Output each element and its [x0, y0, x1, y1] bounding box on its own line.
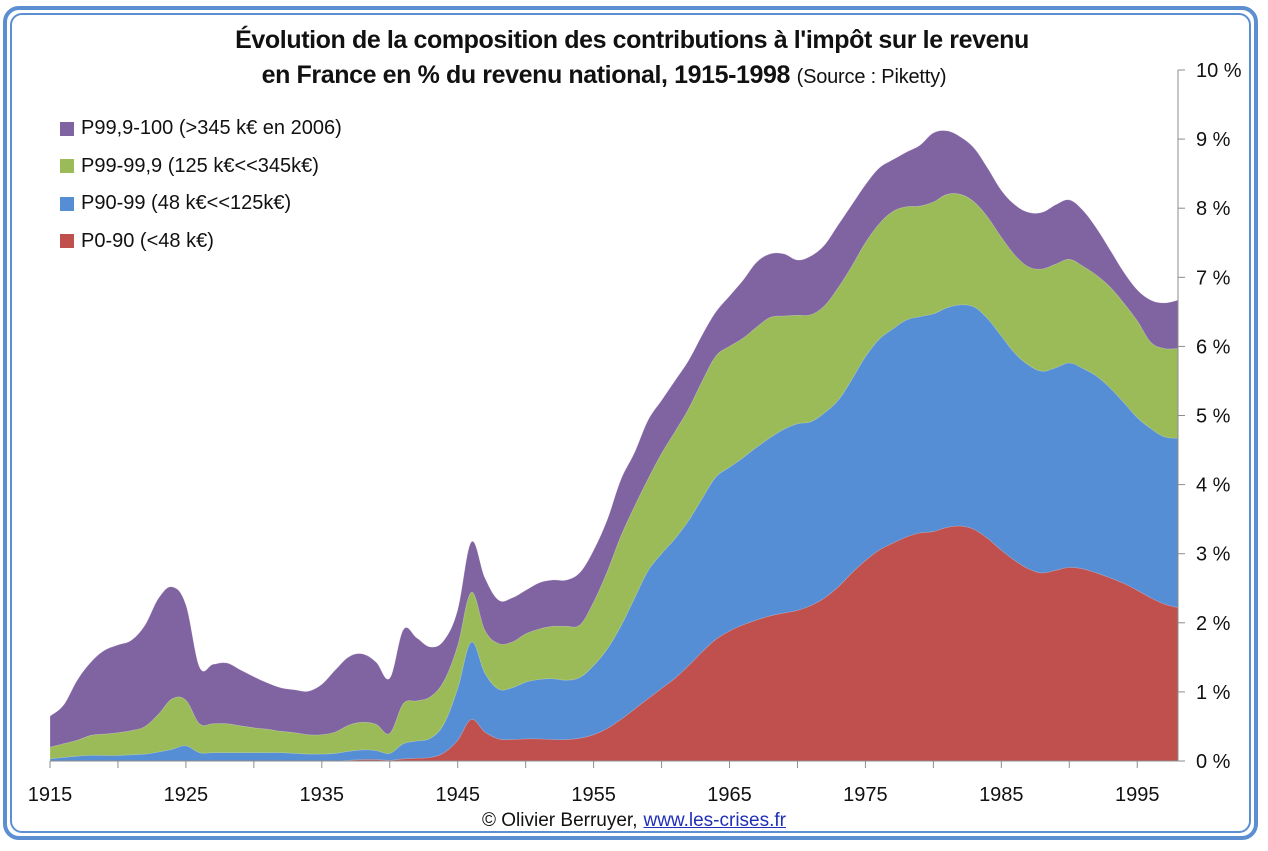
area-layers [49, 130, 1179, 762]
chart-title-line1: Évolution de la composition des contribu… [235, 26, 1029, 54]
legend-item: P99-99,9 (125 k€<<345k€) [60, 148, 342, 186]
legend: P99,9-100 (>345 k€ en 2006) P99-99,9 (125… [60, 110, 342, 260]
x-tick-label: 1995 [1115, 784, 1160, 806]
y-tick-label: 4 % [1196, 475, 1231, 497]
footer-credit: © Olivier Berruyer, [482, 810, 638, 831]
axes: 1915 1925 1935 1945 1955 1965 1975 1985 1995 0 % 1… [28, 60, 1242, 806]
x-tick-label: 1965 [707, 784, 752, 806]
x-tick-label: 1925 [164, 784, 209, 806]
legend-swatch [60, 159, 74, 174]
chart-subtitle: (Source : Piketty) [796, 66, 947, 88]
legend-label: P90-99 (48 k€<<125k€) [81, 192, 292, 215]
legend-swatch [60, 121, 74, 136]
y-tick-label: 2 % [1196, 613, 1231, 635]
x-tick-label: 1955 [571, 784, 616, 806]
x-tick-label: 1985 [979, 784, 1024, 806]
legend-swatch [60, 234, 74, 249]
y-tick-label: 5 % [1196, 406, 1231, 428]
x-tick-label: 1975 [843, 784, 888, 806]
footer: © Olivier Berruyer, www.les-crises.fr [0, 810, 1268, 832]
y-tick-label: 9 % [1196, 129, 1231, 151]
footer-link[interactable]: www.les-crises.fr [643, 810, 786, 831]
x-tick-label: 1935 [300, 784, 345, 806]
y-tick-label: 7 % [1196, 267, 1231, 289]
chart-frame-outer [3, 6, 1258, 840]
chart-title-line2: en France en % du revenu national, 1915-… [0, 61, 1238, 90]
legend-swatch [60, 196, 74, 211]
y-tick-label: 0 % [1196, 751, 1231, 773]
legend-label: P99,9-100 (>345 k€ en 2006) [81, 117, 342, 140]
legend-item: P0-90 (<48 k€) [60, 223, 342, 261]
y-tick-label: 10 % [1196, 60, 1242, 82]
legend-item: P90-99 (48 k€<<125k€) [60, 185, 342, 223]
y-tick-label: 3 % [1196, 544, 1231, 566]
x-tick-label: 1915 [28, 784, 73, 806]
legend-item: P99,9-100 (>345 k€ en 2006) [60, 110, 342, 148]
chart-frame-inner [10, 13, 1251, 833]
legend-label: P99-99,9 (125 k€<<345k€) [81, 154, 319, 177]
chart-title-line2-text: en France en % du revenu national, 1915-… [261, 61, 791, 89]
y-tick-label: 6 % [1196, 336, 1231, 358]
x-tick-label: 1945 [435, 784, 480, 806]
y-tick-label: 1 % [1196, 682, 1231, 704]
legend-label: P0-90 (<48 k€) [81, 229, 214, 252]
y-tick-label: 8 % [1196, 198, 1231, 220]
